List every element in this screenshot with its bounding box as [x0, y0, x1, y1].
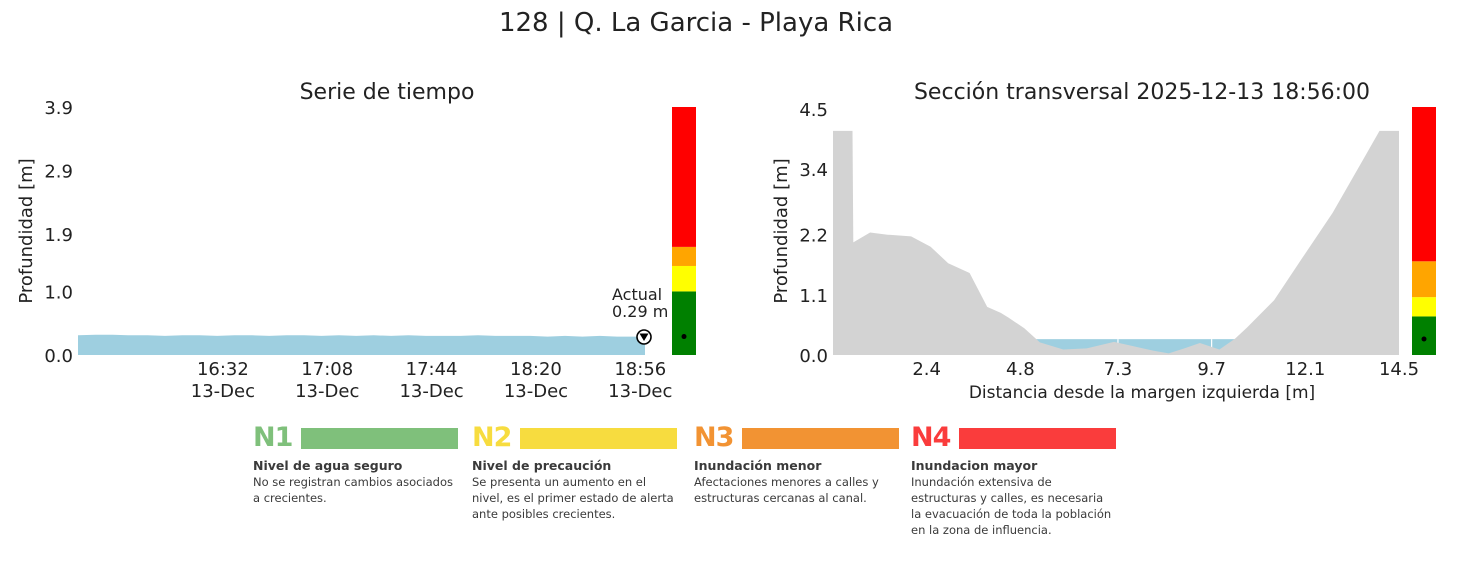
legend-n4-title: Inundacion mayor — [911, 458, 1038, 473]
gauge-green-band — [1412, 316, 1436, 355]
legend-n2-bar — [520, 427, 677, 449]
ts-x-tick-date: 13-Dec — [191, 381, 255, 402]
legend-n1-bar — [301, 427, 458, 449]
legend-n3: N3 Inundación menor Afectaciones menores… — [694, 424, 899, 506]
time-series-panel: Serie de tiempo Profundidad [m] 0.0 1.0 1.… — [16, 80, 696, 402]
gauge-yellow-band — [672, 265, 696, 292]
ts-x-tick-time: 18:56 — [614, 359, 666, 380]
ts-level-gauge — [672, 107, 696, 355]
ts-y-tick-label: 1.9 — [44, 225, 73, 246]
ts-y-tick-label: 1.0 — [44, 282, 73, 303]
ts-x-ticks: 16:3213-Dec17:0813-Dec17:4413-Dec18:2013… — [191, 359, 673, 402]
cs-ylabel: Profundidad [m] — [771, 158, 792, 303]
cs-x-tick-label: 4.8 — [1006, 359, 1035, 380]
ts-y-ticks: 0.0 1.0 1.9 2.9 3.9 — [44, 98, 73, 367]
legend-n4: N4 Inundacion mayor Inundación extensiva… — [911, 424, 1116, 538]
gauge-red-band — [1412, 107, 1436, 262]
legend-n3-title: Inundación menor — [694, 458, 822, 473]
ts-x-tick-time: 17:08 — [301, 359, 353, 380]
legend-n1-title: Nivel de agua seguro — [253, 458, 403, 473]
legend-n4-desc: Inundación extensiva de estructuras y ca… — [911, 475, 1112, 537]
ts-current-label: Actual — [612, 285, 662, 304]
ts-x-tick-date: 13-Dec — [608, 381, 672, 402]
cs-x-tick-label: 14.5 — [1379, 359, 1419, 380]
cs-x-tick-label: 7.3 — [1104, 359, 1133, 380]
legend-n1-code: N1 — [253, 422, 293, 453]
ts-y-tick-label: 2.9 — [44, 162, 73, 183]
cross-section-panel: Sección transversal 2025-12-13 18:56:00 … — [771, 80, 1436, 403]
cs-x-tick-label: 9.7 — [1197, 359, 1226, 380]
legend-n2: N2 Nivel de precaución Se presenta un au… — [472, 424, 677, 522]
ts-ylabel: Profundidad [m] — [16, 158, 37, 303]
ts-y-tick-label: 3.9 — [44, 98, 73, 119]
ts-x-tick-time: 18:20 — [510, 359, 562, 380]
gauge-orange-band — [1412, 261, 1436, 298]
cs-y-tick-label: 1.1 — [799, 286, 828, 307]
ts-x-tick-date: 13-Dec — [295, 381, 359, 402]
cs-x-tick-label: 2.4 — [912, 359, 941, 380]
ts-x-tick-date: 13-Dec — [399, 381, 463, 402]
ts-title: Serie de tiempo — [300, 80, 475, 105]
legend-n1: N1 Nivel de agua seguro No se registran … — [253, 424, 458, 506]
legend-n3-bar — [742, 427, 899, 449]
ts-y-tick-label: 0.0 — [44, 346, 73, 367]
cs-x-ticks: 2.4 4.8 7.3 9.7 12.1 14.5 — [912, 359, 1419, 380]
legend-n4-bar — [959, 427, 1116, 449]
cs-xlabel: Distancia desde la margen izquierda [m] — [969, 383, 1315, 403]
legend-n2-code: N2 — [472, 422, 512, 453]
cs-y-tick-label: 0.0 — [799, 346, 828, 367]
ts-x-tick-time: 16:32 — [197, 359, 249, 380]
gauge-current-dot — [1421, 336, 1427, 342]
cs-terrain-profile — [833, 130, 1399, 355]
gauge-green-band — [672, 291, 696, 355]
legend-n2-desc: Se presenta un aumento en el nivel, es e… — [472, 475, 674, 521]
cs-level-gauge — [1412, 107, 1436, 355]
gauge-red-band — [672, 107, 696, 247]
cs-title: Sección transversal 2025-12-13 18:56:00 — [914, 80, 1370, 105]
ts-depth-area — [78, 334, 645, 355]
legend-n3-code: N3 — [694, 422, 734, 453]
cs-y-ticks: 0.0 1.1 2.2 3.4 4.5 — [799, 100, 828, 367]
ts-current-marker — [636, 329, 652, 345]
cs-y-tick-label: 3.4 — [799, 160, 828, 181]
ts-x-tick-date: 13-Dec — [504, 381, 568, 402]
gauge-current-dot — [681, 334, 687, 340]
ts-x-tick-time: 17:44 — [406, 359, 458, 380]
gauge-orange-band — [672, 246, 696, 266]
legend-n4-code: N4 — [911, 422, 951, 453]
legend-n3-desc: Afectaciones menores a calles y estructu… — [694, 475, 879, 505]
legend-n2-title: Nivel de precaución — [472, 458, 612, 473]
down-triangle-icon — [639, 333, 649, 341]
cs-y-tick-label: 4.5 — [799, 100, 828, 121]
ts-current-value: 0.29 m — [612, 302, 668, 321]
cs-x-tick-label: 12.1 — [1285, 359, 1325, 380]
figure-title: 128 | Q. La Garcia - Playa Rica — [499, 8, 893, 38]
gauge-yellow-band — [1412, 297, 1436, 317]
cs-y-tick-label: 2.2 — [799, 226, 828, 247]
legend-n1-desc: No se registran cambios asociados a crec… — [253, 475, 453, 505]
